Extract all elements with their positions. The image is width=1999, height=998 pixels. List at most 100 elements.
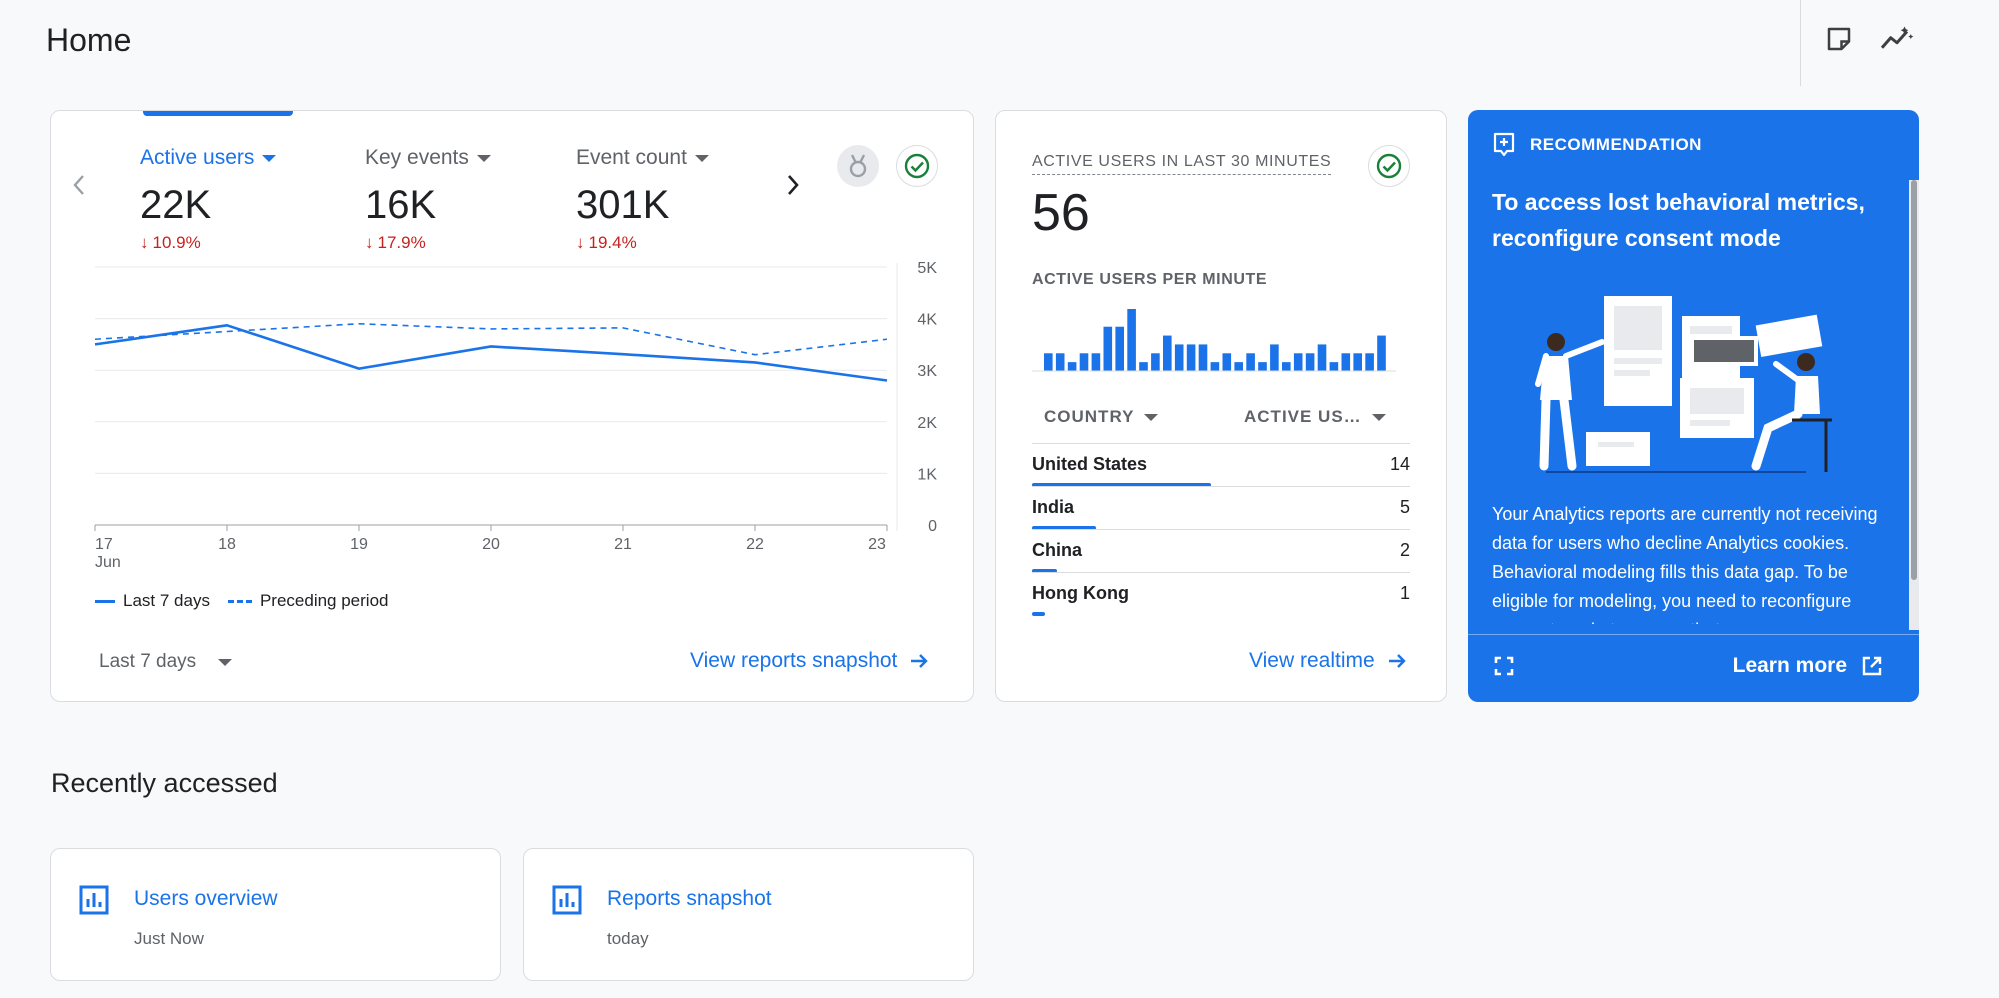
page-title: Home — [46, 22, 132, 58]
expand-icon[interactable] — [1492, 654, 1520, 682]
date-range-select[interactable]: Last 7 days — [99, 651, 233, 673]
per-minute-bar — [1246, 353, 1255, 371]
table-row[interactable]: Hong Kong 1 — [1032, 572, 1410, 616]
caret-down-icon — [218, 658, 233, 666]
sticky-note-icon[interactable] — [1820, 20, 1858, 58]
per-minute-bar — [1151, 353, 1160, 371]
country-count: 14 — [1389, 454, 1410, 474]
legend-swatch-dashed — [227, 599, 252, 603]
per-minute-bar — [1091, 353, 1101, 371]
recommendation-scrollbar[interactable] — [1909, 180, 1919, 630]
view-realtime-link[interactable]: View realtime — [1249, 649, 1407, 673]
recommendation-title: To access lost behavioral metrics, recon… — [1492, 189, 1865, 251]
recent-item-reports-snapshot[interactable]: Reports snapshot today — [523, 848, 974, 981]
chevron-right-icon[interactable] — [775, 167, 811, 203]
bar-chart-icon — [79, 885, 109, 915]
table-row[interactable]: United States 14 — [1032, 443, 1410, 487]
x-tick-label: 22 — [746, 536, 764, 553]
date-range-label: Last 7 days — [99, 651, 197, 672]
caret-down-icon — [1371, 413, 1386, 421]
per-minute-bar — [1353, 353, 1362, 371]
share-bar — [1032, 526, 1097, 530]
header-divider — [1800, 0, 1801, 86]
per-minute-bar — [1293, 353, 1303, 371]
x-tick-label: 18 — [218, 536, 236, 553]
arrow-right-icon — [1388, 654, 1406, 668]
open-in-new-icon — [1862, 656, 1882, 676]
caret-down-icon — [694, 154, 709, 162]
per-minute-bar — [1055, 353, 1065, 371]
metric-value: 22K — [140, 183, 212, 227]
realtime-value: 56 — [1032, 184, 1090, 242]
recent-item-title: Users overview — [134, 887, 278, 910]
y-tick-label: 1K — [917, 466, 937, 483]
country-name: India — [1032, 497, 1075, 517]
check-circle-icon[interactable] — [896, 145, 938, 187]
per-minute-bar — [1127, 309, 1136, 371]
recommendation-card: RECOMMENDATION To access lost behavioral… — [1468, 110, 1919, 702]
summary-card: Active users 22K ↓ 10.9% Key events 16K ↓… — [50, 110, 974, 702]
check-circle-icon[interactable] — [1368, 145, 1410, 187]
chevron-left-icon[interactable] — [61, 167, 97, 203]
table-row[interactable]: China 2 — [1032, 529, 1410, 573]
country-name: China — [1032, 540, 1083, 560]
share-bar — [1032, 569, 1058, 573]
per-minute-bar — [1365, 353, 1374, 371]
recommendation-header: RECOMMENDATION — [1492, 132, 1702, 158]
recently-accessed-title: Recently accessed — [51, 768, 278, 798]
metric-change: ↓ 17.9% — [365, 233, 426, 252]
x-tick-label: 23 — [868, 536, 886, 553]
arrow-down-icon: ↓ — [365, 233, 374, 252]
x-tick-label: 20 — [482, 536, 500, 553]
medal-icon[interactable] — [837, 145, 879, 187]
recent-item-subtitle: today — [607, 929, 649, 948]
y-tick-label: 4K — [917, 312, 937, 329]
y-tick-label: 0 — [928, 518, 937, 535]
active-tab-indicator — [143, 111, 293, 116]
caret-down-icon — [1144, 413, 1159, 421]
metric-active-users[interactable]: Active users 22K ↓ 10.9% — [140, 145, 277, 253]
per-minute-bar — [1329, 362, 1339, 371]
metric-change: ↓ 19.4% — [576, 233, 637, 252]
recent-item-title: Reports snapshot — [607, 887, 772, 910]
y-tick-label: 3K — [917, 363, 937, 380]
realtime-title[interactable]: ACTIVE USERS IN LAST 30 MINUTES — [1032, 153, 1332, 175]
insights-icon[interactable] — [1878, 20, 1916, 58]
country-count: 5 — [1399, 497, 1410, 517]
recommendation-body: Your Analytics reports are currently not… — [1492, 504, 1878, 624]
consent-illustration — [1535, 296, 1832, 473]
y-tick-label: 2K — [917, 415, 937, 432]
active-users-column-header[interactable]: ACTIVE US… — [1244, 407, 1386, 427]
bar-chart-icon — [552, 885, 582, 915]
metric-event-count[interactable]: Event count 301K ↓ 19.4% — [576, 145, 709, 253]
realtime-subtitle: ACTIVE USERS PER MINUTE — [1032, 271, 1268, 288]
per-minute-bar-chart — [1032, 309, 1396, 372]
metric-value: 16K — [365, 183, 437, 227]
per-minute-bar — [1079, 353, 1089, 371]
recommendation-divider — [1468, 634, 1919, 635]
per-minute-bar — [1341, 353, 1351, 371]
per-minute-bar — [1198, 344, 1208, 371]
view-reports-snapshot-link[interactable]: View reports snapshot — [690, 649, 929, 673]
per-minute-bar — [1115, 326, 1124, 371]
country-name: Hong Kong — [1032, 583, 1129, 603]
line-chart: 0 1K 2K 3K 4K 5K 17 18 19 20 21 22 23 Jun — [94, 260, 937, 571]
x-tick-label: 19 — [350, 536, 368, 553]
country-column-header[interactable]: COUNTRY — [1044, 407, 1159, 427]
metric-key-events[interactable]: Key events 16K ↓ 17.9% — [365, 145, 491, 253]
table-row[interactable]: India 5 — [1032, 486, 1410, 530]
recent-item-users-overview[interactable]: Users overview Just Now — [50, 848, 501, 981]
metric-label: Key events — [365, 146, 469, 169]
learn-more-link[interactable]: Learn more — [1733, 654, 1883, 678]
series-line-current — [94, 324, 888, 382]
arrow-down-icon: ↓ — [140, 233, 149, 252]
scrollbar-thumb[interactable] — [1911, 180, 1917, 580]
chart-legend: Last 7 days Preceding period — [95, 591, 388, 611]
series-line-preceding — [94, 322, 888, 356]
metric-value: 301K — [576, 183, 670, 227]
x-tick-label: 21 — [614, 536, 632, 553]
per-minute-bar — [1258, 362, 1267, 371]
arrow-down-icon: ↓ — [576, 233, 585, 252]
x-tick-label: 17 — [95, 536, 113, 553]
recent-item-subtitle: Just Now — [134, 929, 204, 948]
